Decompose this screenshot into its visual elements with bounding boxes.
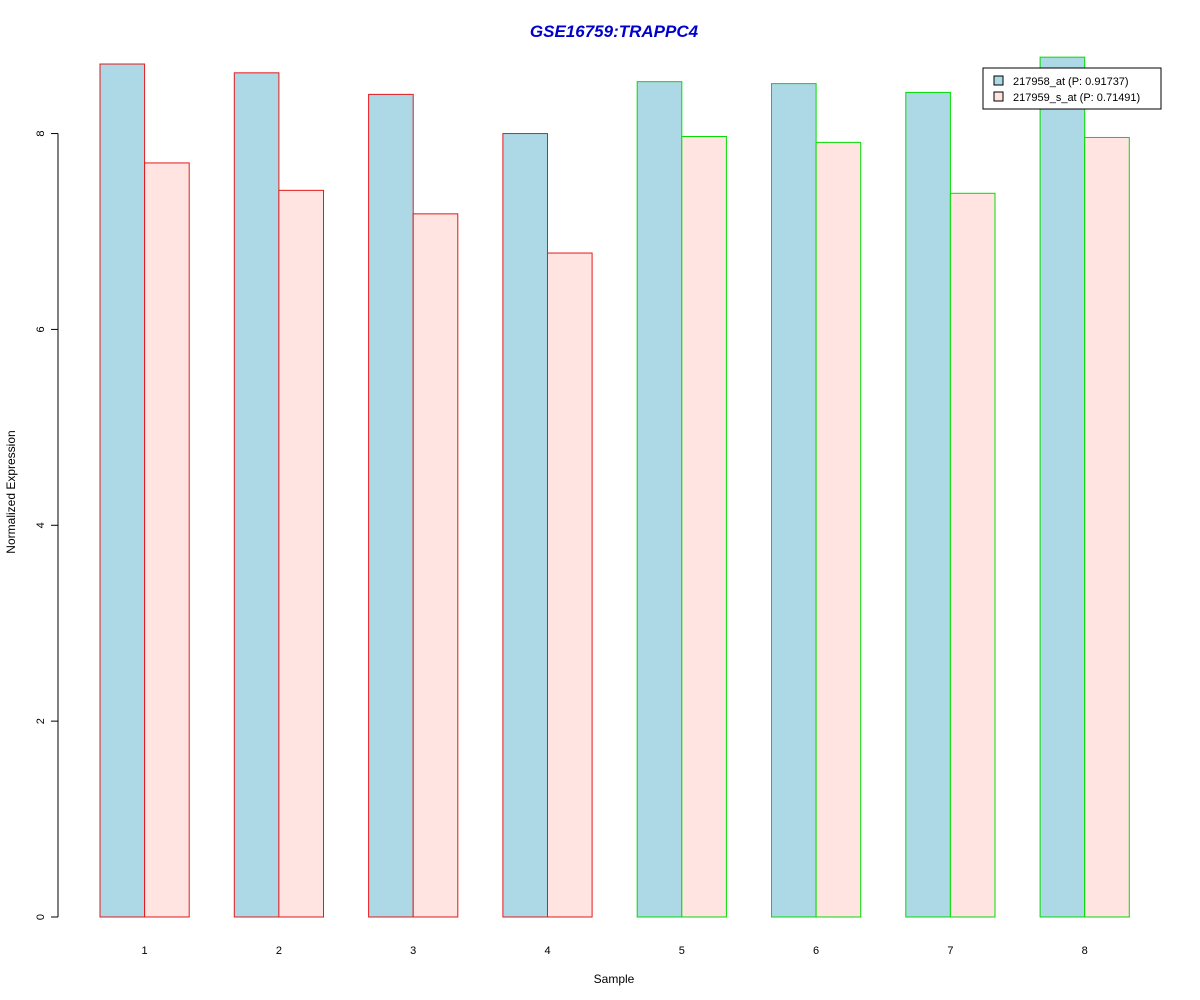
y-tick-label: 6 bbox=[35, 326, 47, 332]
bar-sample-1-series-1 bbox=[99, 63, 146, 918]
chart-title: GSE16759:TRAPPC4 bbox=[530, 22, 699, 41]
bar-sample-6-series-1 bbox=[771, 83, 817, 918]
y-tick-label: 4 bbox=[35, 522, 47, 528]
x-tick-label: 7 bbox=[947, 945, 953, 957]
x-axis: 1 2 3 4 5 6 7 8 bbox=[142, 945, 1088, 957]
bar-sample-2-series-2 bbox=[278, 189, 324, 918]
y-tick-label: 8 bbox=[35, 130, 47, 136]
y-axis-label: Normalized Expression bbox=[4, 430, 18, 553]
bar-sample-2-series-1 bbox=[233, 72, 280, 918]
bar-sample-1-series-2 bbox=[144, 162, 190, 918]
x-tick-label: 8 bbox=[1082, 945, 1088, 957]
bar-sample-4-series-1 bbox=[502, 133, 548, 918]
bar-sample-8-series-1 bbox=[1039, 56, 1086, 918]
bar-sample-6-series-2 bbox=[815, 141, 862, 918]
y-tick-label: 2 bbox=[35, 718, 47, 724]
y-tick-label: 0 bbox=[35, 914, 47, 920]
x-tick-label: 4 bbox=[544, 945, 550, 957]
legend-swatch bbox=[993, 91, 1004, 102]
x-tick-label: 3 bbox=[410, 945, 416, 957]
bar-sample-4-series-2 bbox=[547, 252, 593, 918]
x-tick-label: 1 bbox=[142, 945, 148, 957]
legend-label: 217958_at (P: 0.91737) bbox=[1013, 76, 1129, 88]
legend-box bbox=[982, 67, 1162, 110]
legend-label: 217959_s_at (P: 0.71491) bbox=[1013, 92, 1140, 104]
bar-sample-5-series-1 bbox=[636, 81, 683, 918]
bars bbox=[99, 56, 1130, 918]
legend: 217958_at (P: 0.91737) 217959_s_at (P: 0.… bbox=[982, 67, 1162, 110]
bar-sample-5-series-2 bbox=[681, 135, 727, 918]
y-axis: 0 2 4 6 8 bbox=[35, 130, 59, 920]
bar-sample-3-series-2 bbox=[412, 213, 459, 918]
x-tick-label: 2 bbox=[276, 945, 282, 957]
bar-sample-7-series-1 bbox=[905, 91, 951, 918]
legend-swatch bbox=[993, 75, 1004, 86]
bar-sample-8-series-2 bbox=[1084, 136, 1130, 918]
bar-sample-7-series-2 bbox=[949, 192, 996, 918]
x-tick-label: 5 bbox=[679, 945, 685, 957]
x-tick-label: 6 bbox=[813, 945, 819, 957]
bar-sample-3-series-1 bbox=[368, 93, 414, 918]
x-axis-label: Sample bbox=[594, 972, 635, 986]
